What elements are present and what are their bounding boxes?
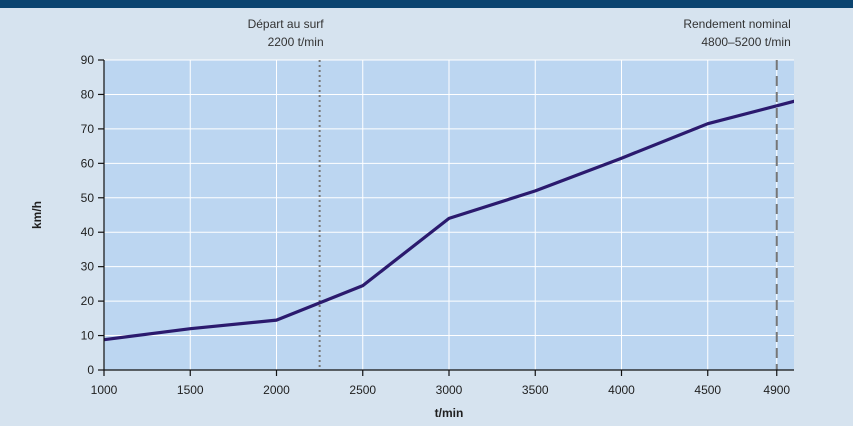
axes [98, 59, 794, 376]
annotation-label: 4800–5200 t/min [701, 35, 790, 49]
y-tick-label: 10 [81, 329, 95, 343]
y-tick-label: 60 [81, 156, 95, 170]
annotation-label: Départ au surf [248, 17, 325, 31]
y-tick-label: 20 [81, 294, 95, 308]
x-tick-label: 2500 [349, 383, 376, 397]
x-tick-label: 1000 [91, 383, 118, 397]
x-axis-title: t/min [435, 406, 464, 420]
annotations: Départ au surf 2200 t/min Rendement nomina… [248, 17, 791, 370]
annotation-label: 2200 t/min [268, 35, 324, 49]
series-line [104, 99, 794, 342]
annotation-label: Rendement nominal [683, 17, 790, 31]
y-tick-label: 0 [87, 363, 94, 377]
y-tick-label: 30 [81, 260, 95, 274]
x-tick-label: 3000 [436, 383, 463, 397]
tick-labels: 0 10 20 30 40 50 60 70 80 90 1000 1500 2000 2500 3000 3… [81, 53, 791, 397]
grid-lines [104, 59, 794, 370]
series-layer [104, 99, 794, 342]
x-tick-label: 4900 [763, 383, 790, 397]
x-tick-label: 3500 [522, 383, 549, 397]
y-tick-label: 40 [81, 225, 95, 239]
y-tick-label: 70 [81, 122, 95, 136]
y-tick-label: 50 [81, 191, 95, 205]
y-tick-label: 80 [81, 87, 95, 101]
header-bar [0, 0, 853, 8]
y-tick-label: 90 [81, 53, 95, 67]
x-tick-label: 1500 [177, 383, 204, 397]
y-axis-title: km/h [30, 201, 44, 229]
x-tick-label: 4500 [694, 383, 721, 397]
x-tick-label: 4000 [608, 383, 635, 397]
x-tick-label: 2000 [263, 383, 290, 397]
